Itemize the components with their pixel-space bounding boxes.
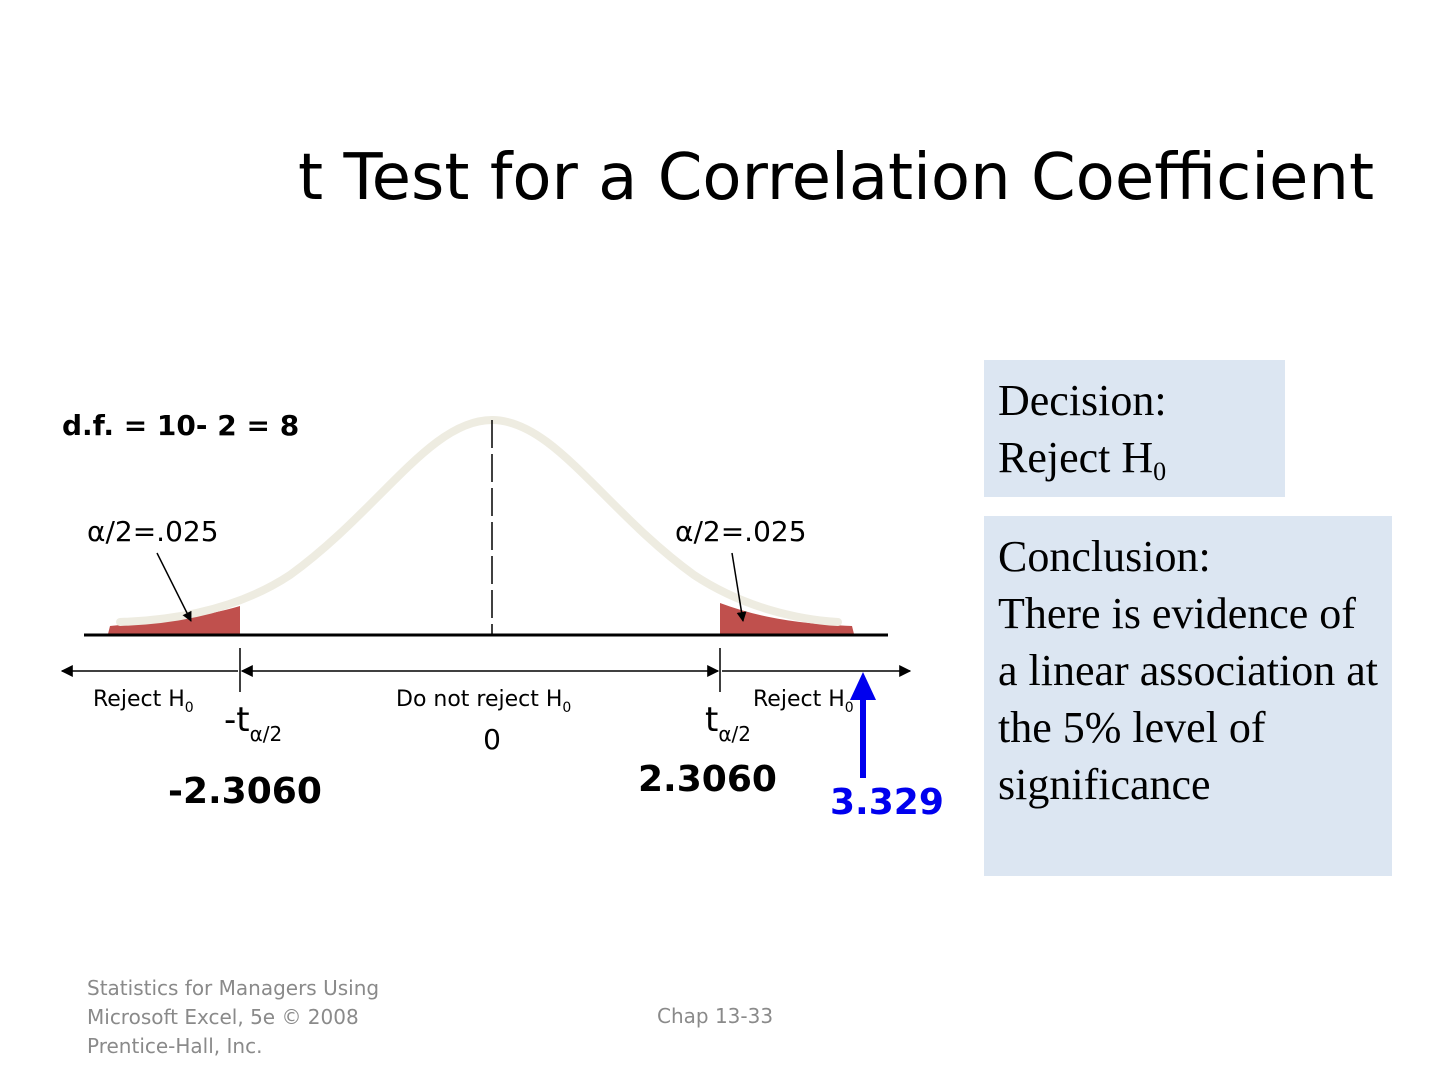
footer-source: Statistics for Managers Using Microsoft … — [87, 976, 380, 1058]
decision-text: Reject H0 — [998, 433, 1167, 486]
alpha-right-label: α/2=.025 — [675, 515, 807, 548]
decision-label: Decision: — [998, 376, 1167, 425]
neg-t-alpha-label: -tα/2 — [224, 700, 282, 746]
t-alpha-label: tα/2 — [705, 700, 751, 746]
reject-left-label: Reject H0 — [93, 687, 194, 716]
alpha-left-label: α/2=.025 — [87, 515, 219, 548]
left-critical-value: -2.3060 — [168, 771, 322, 812]
test-statistic-value: 3.329 — [830, 782, 944, 823]
slide-title: t Test for a Correlation Coefficient — [298, 141, 1375, 215]
decision-box: Decision: Reject H0 — [984, 360, 1285, 497]
footer-page-number: Chap 13-33 — [657, 1004, 774, 1028]
df-label: d.f. = 10- 2 = 8 — [62, 409, 299, 442]
t-distribution-diagram: d.f. = 10- 2 = 8 α/2=.025 α/2=.025 Rejec… — [60, 409, 944, 823]
right-rejection-region — [720, 603, 854, 634]
alpha-left-pointer — [156, 552, 192, 622]
conclusion-box: Conclusion: There is evidence of a linea… — [984, 516, 1392, 876]
reject-right-label: Reject H0 — [753, 687, 854, 716]
right-critical-value: 2.3060 — [638, 759, 777, 800]
test-statistic-arrowhead — [850, 672, 876, 700]
alpha-right-pointer — [731, 552, 747, 622]
conclusion-text: There is evidence of a linear associatio… — [998, 589, 1378, 809]
conclusion-label: Conclusion: — [998, 532, 1211, 581]
do-not-reject-label: Do not reject H0 — [396, 687, 571, 716]
center-zero-label: 0 — [483, 723, 501, 756]
